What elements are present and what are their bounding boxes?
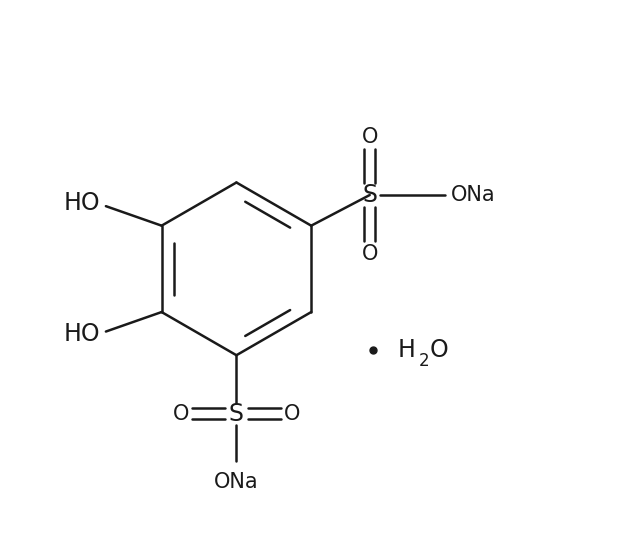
Text: ONa: ONa [451,185,495,205]
Text: O: O [284,404,300,424]
Text: S: S [362,183,377,207]
Text: 2: 2 [419,352,430,370]
Text: O: O [430,338,449,362]
Text: O: O [362,244,378,264]
Text: O: O [173,404,189,424]
Text: O: O [362,127,378,147]
Text: ONa: ONa [214,472,259,492]
Text: HO: HO [64,323,100,346]
Text: HO: HO [64,192,100,216]
Text: S: S [229,402,244,426]
Text: H: H [398,338,416,362]
